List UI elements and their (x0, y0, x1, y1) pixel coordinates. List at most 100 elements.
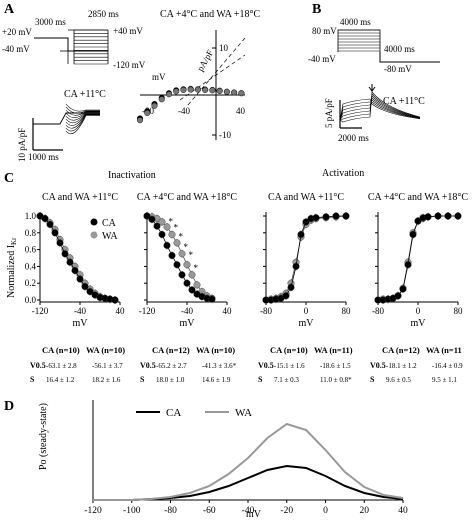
c-ylabel: Normalized IKr (6, 237, 18, 298)
table-cell-wa: 14.6 ± 1.9 (202, 376, 231, 384)
c-xtick: 80 (454, 306, 464, 316)
table-row-label: V0.5 (258, 361, 274, 370)
data-point-ca (322, 213, 330, 221)
trace-line (339, 95, 421, 121)
proto-b-right-bottom: -80 mV (384, 64, 412, 74)
data-point-ca (178, 271, 186, 279)
trace-line (65, 111, 100, 118)
d-ylabel: Po (steady-state) (38, 403, 49, 470)
panel-a-traces: CA +11°C 10 pA/pF 1000 ms (17, 89, 106, 162)
data-point-ca (61, 250, 69, 258)
table-cell-ca: 16.4 ± 1.2 (46, 376, 75, 384)
table-cell-ca: -18.1 ± 1.2 (386, 362, 417, 370)
table-row-label: V0.5 (370, 361, 386, 370)
iv-point (231, 89, 238, 96)
data-point-ca (153, 222, 161, 230)
data-point-ca (404, 261, 412, 269)
c-xtick: 0 (416, 306, 421, 316)
iv-point (209, 87, 216, 94)
iv-point (238, 90, 245, 97)
data-point-wa (193, 281, 201, 289)
data-point-wa (173, 239, 181, 247)
legend-marker-wa (90, 231, 98, 239)
data-point-ca (143, 212, 151, 220)
data-point-ca (51, 229, 59, 237)
data-point-wa (183, 261, 191, 269)
c-subplot-4: CA +4°C and WA +18°C -80 0 80 mV (368, 192, 469, 329)
significance-star: * (189, 250, 194, 260)
significance-star: * (179, 232, 184, 242)
inactivation-title: Inactivation (108, 170, 156, 181)
d-curve-ca (93, 464, 404, 501)
d-xtick: 20 (360, 506, 370, 516)
trace-line (65, 114, 100, 132)
trace-line (339, 99, 421, 121)
data-point-ca (444, 212, 452, 220)
table-row-label: S (258, 375, 263, 384)
table-cell-ca: -15.1 ± 1.6 (274, 362, 305, 370)
data-point-ca (111, 296, 119, 304)
proto-b-left-top: 80 mV (312, 26, 337, 36)
table-cell-ca: 7.1 ± 0.3 (274, 376, 299, 384)
c-xtick: 80 (342, 306, 352, 316)
c-ytick: 0.0 (25, 295, 37, 305)
c-subplot-title: CA +4°C and WA +18°C (137, 192, 238, 203)
trace-line (65, 115, 100, 135)
data-point-ca (454, 212, 462, 220)
iv-xtick-40: 40 (236, 106, 246, 116)
trace-b-ybar: 5 pA/pF (324, 98, 334, 128)
iv-ytick-10: 10 (219, 43, 229, 53)
iv-xlabel: mV (152, 72, 166, 82)
c-xtick: 0 (304, 306, 309, 316)
iv-point (136, 117, 143, 124)
proto-b-right-time: 4000 ms (384, 44, 415, 54)
data-point-ca (41, 215, 49, 223)
iv-point (180, 86, 187, 93)
c-legend-ca: CA (102, 218, 117, 229)
panel-b-traces: CA +11°C 5 pA/pF 2000 ms (324, 84, 425, 143)
table-row-label: S (370, 375, 375, 384)
data-point-ca (297, 230, 305, 238)
trace-line (339, 97, 421, 121)
data-point-ca (76, 275, 84, 283)
proto-a-right-bottom: -120 mV (113, 60, 146, 70)
table-cell-ca: -63.1 ± 2.8 (46, 362, 77, 370)
data-point-wa (158, 218, 166, 226)
table-head-ca: CA (n=12) (382, 345, 420, 355)
panel-d-letter: D (4, 399, 14, 414)
c-xtick: -40 (74, 306, 86, 316)
data-point-wa (168, 230, 176, 238)
d-xtick: 40 (398, 506, 408, 516)
data-point-wa (188, 271, 196, 279)
trace-a-xbar: 1000 ms (28, 152, 59, 162)
c-xtick: -80 (260, 306, 272, 316)
trace-line (65, 112, 100, 124)
iv-ylabel: pA/pF (195, 48, 215, 73)
table-head-ca: CA (n=10) (42, 345, 80, 355)
iv-point (216, 88, 223, 95)
table-cell-wa: 11.0 ± 0.8* (320, 376, 352, 384)
trace-b-xbar: 2000 ms (338, 133, 369, 143)
iv-point (158, 96, 165, 103)
panel-a-protocol: +20 mV -40 mV 3000 ms 2850 ms +40 mV -12… (2, 9, 146, 70)
c-table-1: CA (n=10) WA (n=10) V0.5 -63.1 ± 2.8 -56.1 ±… (30, 345, 125, 384)
table-head-wa: WA (n=10) (196, 345, 235, 355)
data-point-ca (414, 217, 422, 225)
table-row-label: V0.5 (140, 361, 156, 370)
data-point-ca (168, 251, 176, 259)
d-xtick: -60 (203, 506, 216, 516)
data-point-ca (287, 283, 295, 291)
data-point-ca (409, 230, 417, 238)
data-point-wa (178, 250, 186, 258)
c-ytick: 0.6 (25, 245, 37, 255)
iv-point (223, 88, 230, 95)
table-head-wa: WA (n=10) (86, 345, 125, 355)
table-cell-wa: -41.3 ± 3.6* (202, 362, 237, 370)
proto-b-left-bottom: -40 mV (308, 54, 336, 64)
data-point-ca (292, 262, 300, 270)
proto-a-mid-time: 2850 ms (88, 9, 119, 19)
iv-point (165, 91, 172, 98)
iv-title: CA +4°C and WA +18°C (160, 9, 261, 20)
significance-star: * (169, 217, 174, 227)
trace-line (65, 109, 100, 116)
